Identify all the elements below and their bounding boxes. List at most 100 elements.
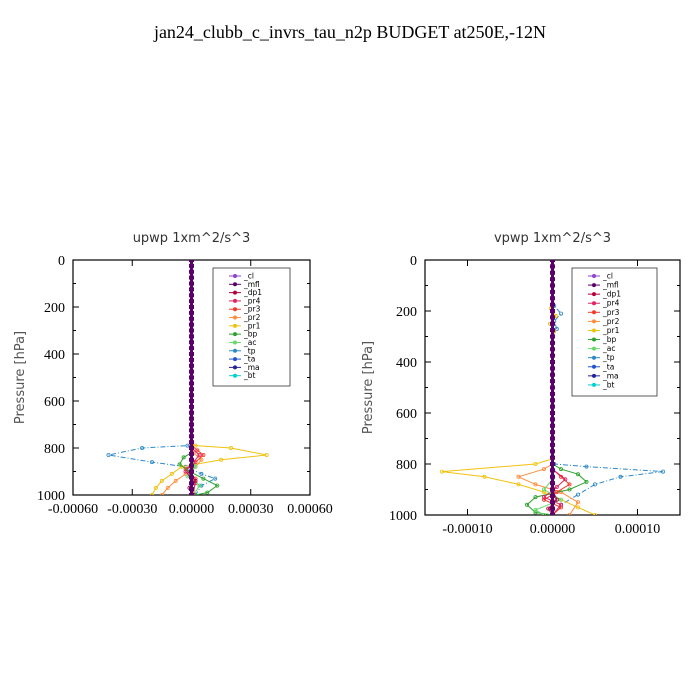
figure-title: jan24_clubb_c_invrs_tau_n2p BUDGET at250… (153, 22, 547, 42)
mfl-marker (189, 404, 194, 409)
mfl-marker (550, 481, 555, 486)
mfl-marker (550, 411, 555, 415)
data-point (159, 493, 164, 495)
y-tick-label: 200 (44, 301, 65, 316)
data-point (149, 460, 154, 465)
y-tick-label: 600 (396, 407, 417, 422)
data-point (584, 464, 589, 469)
mfl-marker (189, 410, 194, 415)
legend-label: _dp1 (602, 290, 621, 299)
mfl-marker (550, 328, 555, 333)
legend-label: _mfl (602, 281, 619, 290)
data-point (546, 506, 551, 511)
data-point (567, 482, 572, 487)
mfl-marker (550, 513, 555, 515)
data-point (201, 452, 206, 457)
mfl-marker (189, 363, 194, 368)
legend-label: _ac (243, 338, 256, 347)
mfl-marker (189, 457, 194, 462)
series-line-pr2 (517, 260, 579, 515)
data-point (533, 495, 538, 500)
data-point (173, 478, 178, 483)
x-tick-label: 0.00010 (615, 522, 661, 537)
legend-marker (592, 382, 596, 387)
mfl-marker (550, 391, 555, 396)
legend: _cl_mfl_dp1_pr4_pr3_pr2_pr1_bp_ac_tp_ta_… (212, 267, 291, 387)
data-point (169, 471, 174, 476)
mfl-marker (550, 372, 555, 377)
mfl-marker (189, 446, 194, 450)
mfl-marker (550, 353, 555, 358)
legend-marker (233, 323, 237, 328)
data-point (219, 457, 224, 462)
legend-marker (592, 346, 596, 351)
data-point (516, 482, 521, 487)
data-point (584, 479, 589, 484)
x-tick-label: -0.00060 (48, 502, 98, 517)
legend-box (212, 267, 291, 387)
mfl-marker (550, 270, 555, 275)
legend-label: _mfl (243, 280, 260, 289)
mfl-marker (189, 305, 194, 309)
mfl-marker (189, 399, 194, 403)
mfl-marker (189, 357, 194, 362)
data-point (201, 476, 206, 481)
data-point (559, 311, 564, 316)
data-point (228, 445, 233, 450)
mfl-marker (550, 442, 555, 447)
x-tick-label: 0.00000 (530, 522, 576, 537)
mfl-marker (189, 334, 194, 339)
data-point (542, 490, 547, 495)
mfl-marker (550, 347, 555, 352)
data-point (559, 502, 564, 507)
mfl-marker (550, 404, 555, 409)
legend-marker (592, 364, 596, 369)
mfl-marker (550, 506, 555, 511)
mfl-marker (189, 369, 194, 374)
legend: _cl_mfl_dp1_pr4_pr3_pr2_pr1_bp_ac_tp_ta_… (571, 267, 658, 397)
mfl-marker (189, 440, 194, 445)
mfl-marker (189, 328, 194, 333)
data-point (199, 471, 204, 476)
mfl-marker (550, 321, 555, 326)
data-point (177, 462, 182, 467)
mfl-marker (550, 455, 555, 460)
legend-label: _ta (602, 362, 614, 371)
data-point (554, 484, 559, 489)
mfl-marker (189, 451, 194, 456)
mfl-marker (189, 387, 194, 392)
legend-marker (592, 319, 596, 324)
data-point (525, 502, 530, 507)
data-point (482, 474, 487, 479)
data-point (165, 485, 170, 490)
data-point (183, 469, 188, 474)
data-point (195, 448, 200, 453)
legend-label: _ac (602, 344, 615, 353)
y-tick-label: 800 (396, 458, 417, 473)
legend-marker (592, 274, 596, 278)
legend-marker (233, 315, 237, 320)
mfl-marker (550, 283, 555, 288)
legend-box (571, 267, 658, 397)
data-point (576, 505, 581, 510)
data-point (185, 443, 190, 448)
mfl-marker (189, 375, 194, 380)
mfl-marker (550, 289, 555, 294)
legend-label: _pr4 (243, 296, 261, 305)
legend-label: _pr3 (243, 305, 261, 314)
data-point (576, 472, 581, 477)
data-point (106, 452, 111, 457)
data-point (193, 478, 198, 483)
data-point (661, 469, 666, 474)
data-point (567, 513, 572, 515)
x-tick-label: -0.00010 (442, 522, 492, 537)
legend-label: _pr1 (602, 326, 620, 335)
legend-label: _bp (602, 335, 617, 344)
data-point (554, 326, 559, 331)
series-group (106, 260, 269, 495)
mfl-marker (189, 346, 194, 351)
legend-marker (592, 355, 596, 360)
legend-marker (233, 365, 237, 370)
series-line-bp (526, 260, 588, 515)
